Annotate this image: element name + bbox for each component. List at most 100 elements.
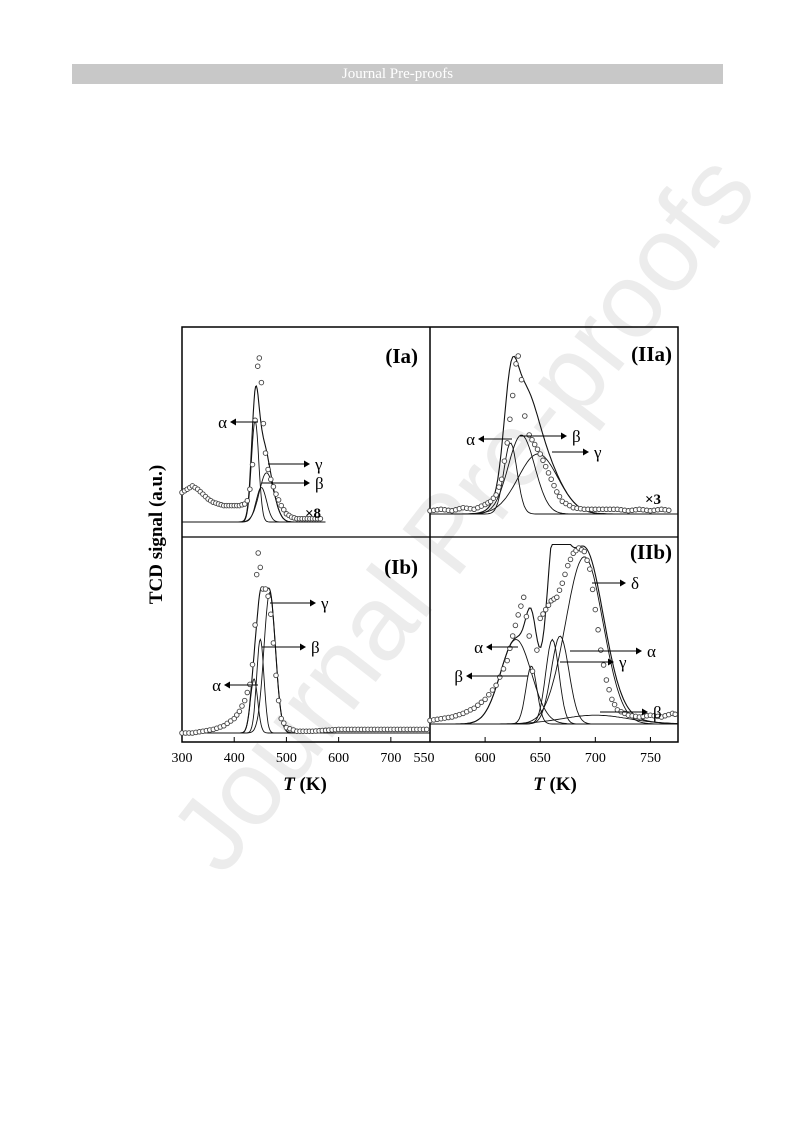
data-point-IIa <box>498 476 505 482</box>
data-point-Ia <box>281 506 287 513</box>
data-point-IIa <box>509 392 516 399</box>
data-point-IIb <box>672 711 678 718</box>
data-point-IIb <box>609 696 615 703</box>
data-point-IIb <box>589 586 596 593</box>
marks-group <box>179 353 678 736</box>
component-label-Ia: α <box>218 413 227 432</box>
data-point-Ia <box>252 417 258 424</box>
data-point-Ia <box>317 515 324 522</box>
data-point-IIb <box>529 668 536 674</box>
x-tick-label-left: 300 <box>172 751 193 766</box>
data-point-IIa <box>513 361 519 367</box>
data-point-IIa <box>501 458 508 464</box>
component-label-IIa: β <box>572 427 581 446</box>
data-point-IIb <box>504 657 510 664</box>
data-point-Ib <box>270 640 277 646</box>
data-point-IIb <box>523 613 530 620</box>
data-point-Ia <box>247 486 253 492</box>
data-point-IIa <box>556 493 563 500</box>
data-point-IIb <box>592 606 599 613</box>
data-point-IIb <box>598 647 604 653</box>
data-point-IIb <box>584 557 590 564</box>
data-point-Ib <box>247 681 253 688</box>
data-point-IIb <box>540 611 546 617</box>
data-point-IIb <box>603 677 610 683</box>
data-point-Ib <box>275 697 282 704</box>
data-point-IIb <box>595 627 601 633</box>
data-point-Ia <box>273 491 279 497</box>
data-point-IIb <box>537 615 543 622</box>
data-point-IIa <box>545 470 552 476</box>
label-arrowhead-IIb <box>608 658 614 666</box>
data-point-IIb <box>600 662 607 668</box>
data-point-IIa <box>537 451 543 457</box>
data-point-Ib <box>265 593 271 599</box>
fit-curve-IIb <box>430 714 678 725</box>
component-label-Ia: β <box>315 474 324 493</box>
data-point-IIb <box>611 701 618 708</box>
axes-group <box>181 326 679 743</box>
data-point-Ib <box>255 550 261 556</box>
x-tick-label-right: 550 <box>414 751 435 766</box>
label-arrowhead-IIb <box>636 647 642 655</box>
data-point-IIb <box>518 603 524 609</box>
data-point-Ib <box>262 586 269 592</box>
data-point-IIb <box>567 556 574 563</box>
x-tick-label-right: 750 <box>640 751 661 766</box>
label-arrowhead-Ib <box>310 599 316 607</box>
fit-curve-Ib <box>182 591 430 734</box>
labels-group: 300 400 500 600 700 550 600 650 700 750 TCD signal… <box>146 342 672 795</box>
data-point-Ib <box>423 726 430 733</box>
data-point-IIb <box>562 571 568 578</box>
multiplier-IIa: ×3 <box>645 492 661 508</box>
data-point-IIb <box>559 580 566 586</box>
panel-title-IIb: (IIb) <box>630 540 672 564</box>
data-point-Ib <box>278 715 284 722</box>
x-axis-label-left: T (K) <box>283 774 327 795</box>
label-arrowhead-IIb <box>620 579 626 587</box>
component-label-IIb: γ <box>618 653 627 672</box>
data-point-IIb <box>509 633 516 639</box>
data-point-Ia <box>278 502 284 509</box>
x-tick-label-left: 400 <box>224 751 245 766</box>
label-arrowhead-Ib <box>300 643 306 651</box>
data-point-Ia <box>254 363 261 369</box>
x-tick-label-left: 600 <box>328 751 349 766</box>
data-point-Ia <box>265 466 271 473</box>
data-point-Ib <box>239 703 245 709</box>
label-arrowhead-IIb <box>486 643 492 651</box>
data-point-IIb <box>542 606 549 613</box>
fit-envelope-IIa <box>430 355 678 515</box>
x-tick-label-left: 500 <box>276 751 297 766</box>
data-point-Ib <box>252 622 258 628</box>
data-point-IIa <box>542 463 549 470</box>
y-axis-label: TCD signal (a.u.) <box>146 465 167 604</box>
label-arrowhead-IIa <box>478 435 484 443</box>
data-point-IIb <box>520 594 527 601</box>
data-point-IIb <box>534 647 540 653</box>
data-point-IIa <box>518 376 525 383</box>
data-point-IIb <box>606 686 612 693</box>
data-point-IIb <box>556 587 563 593</box>
data-point-Ib <box>257 564 264 571</box>
component-label-IIa: γ <box>593 443 602 462</box>
data-point-IIb <box>554 594 560 601</box>
data-point-IIa <box>534 446 541 452</box>
fit-envelope-Ia <box>182 385 326 523</box>
data-point-IIa <box>531 441 538 448</box>
data-point-Ib <box>253 571 260 578</box>
data-point-Ib <box>281 720 287 726</box>
component-label-IIa: α <box>466 430 475 449</box>
component-label-Ia: γ <box>314 455 323 474</box>
component-label-Ib: β <box>311 638 320 657</box>
data-point-IIa <box>548 476 554 482</box>
data-point-IIa <box>522 413 528 419</box>
data-point-IIa <box>504 440 510 446</box>
data-point-Ia <box>256 355 263 361</box>
x-tick-label-right: 600 <box>475 751 496 766</box>
data-point-Ia <box>244 497 251 504</box>
label-arrowhead-IIb <box>466 672 472 680</box>
data-point-IIa <box>496 484 502 490</box>
data-point-IIb <box>471 705 477 711</box>
data-point-IIa <box>526 432 532 438</box>
